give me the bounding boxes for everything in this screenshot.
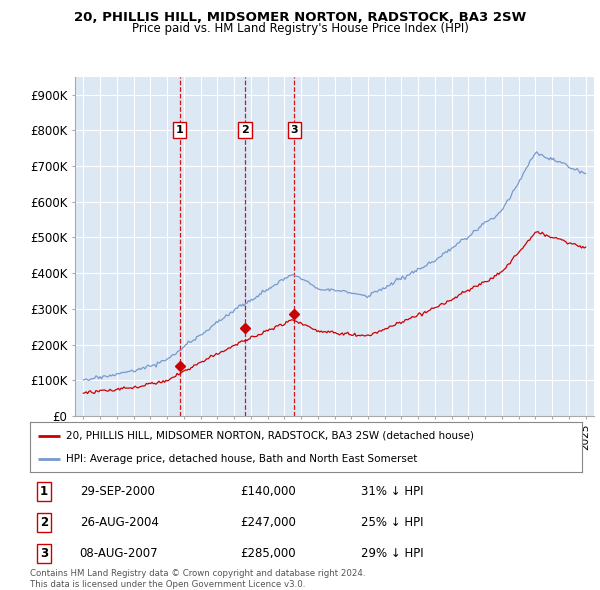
- Text: 3: 3: [40, 547, 48, 560]
- Text: 1: 1: [40, 485, 48, 498]
- Text: 20, PHILLIS HILL, MIDSOMER NORTON, RADSTOCK, BA3 2SW (detached house): 20, PHILLIS HILL, MIDSOMER NORTON, RADST…: [66, 431, 474, 441]
- Text: 29% ↓ HPI: 29% ↓ HPI: [361, 547, 424, 560]
- Text: 29-SEP-2000: 29-SEP-2000: [80, 485, 155, 498]
- Text: Price paid vs. HM Land Registry's House Price Index (HPI): Price paid vs. HM Land Registry's House …: [131, 22, 469, 35]
- Text: £247,000: £247,000: [240, 516, 296, 529]
- Text: 2: 2: [241, 125, 249, 135]
- Text: 20, PHILLIS HILL, MIDSOMER NORTON, RADSTOCK, BA3 2SW: 20, PHILLIS HILL, MIDSOMER NORTON, RADST…: [74, 11, 526, 24]
- Text: 08-AUG-2007: 08-AUG-2007: [80, 547, 158, 560]
- Text: 31% ↓ HPI: 31% ↓ HPI: [361, 485, 424, 498]
- Text: HPI: Average price, detached house, Bath and North East Somerset: HPI: Average price, detached house, Bath…: [66, 454, 417, 464]
- Text: £140,000: £140,000: [240, 485, 296, 498]
- Text: £285,000: £285,000: [240, 547, 295, 560]
- Text: Contains HM Land Registry data © Crown copyright and database right 2024.
This d: Contains HM Land Registry data © Crown c…: [30, 569, 365, 589]
- Text: 25% ↓ HPI: 25% ↓ HPI: [361, 516, 424, 529]
- Text: 2: 2: [40, 516, 48, 529]
- Text: 3: 3: [290, 125, 298, 135]
- Text: 26-AUG-2004: 26-AUG-2004: [80, 516, 158, 529]
- Text: 1: 1: [176, 125, 184, 135]
